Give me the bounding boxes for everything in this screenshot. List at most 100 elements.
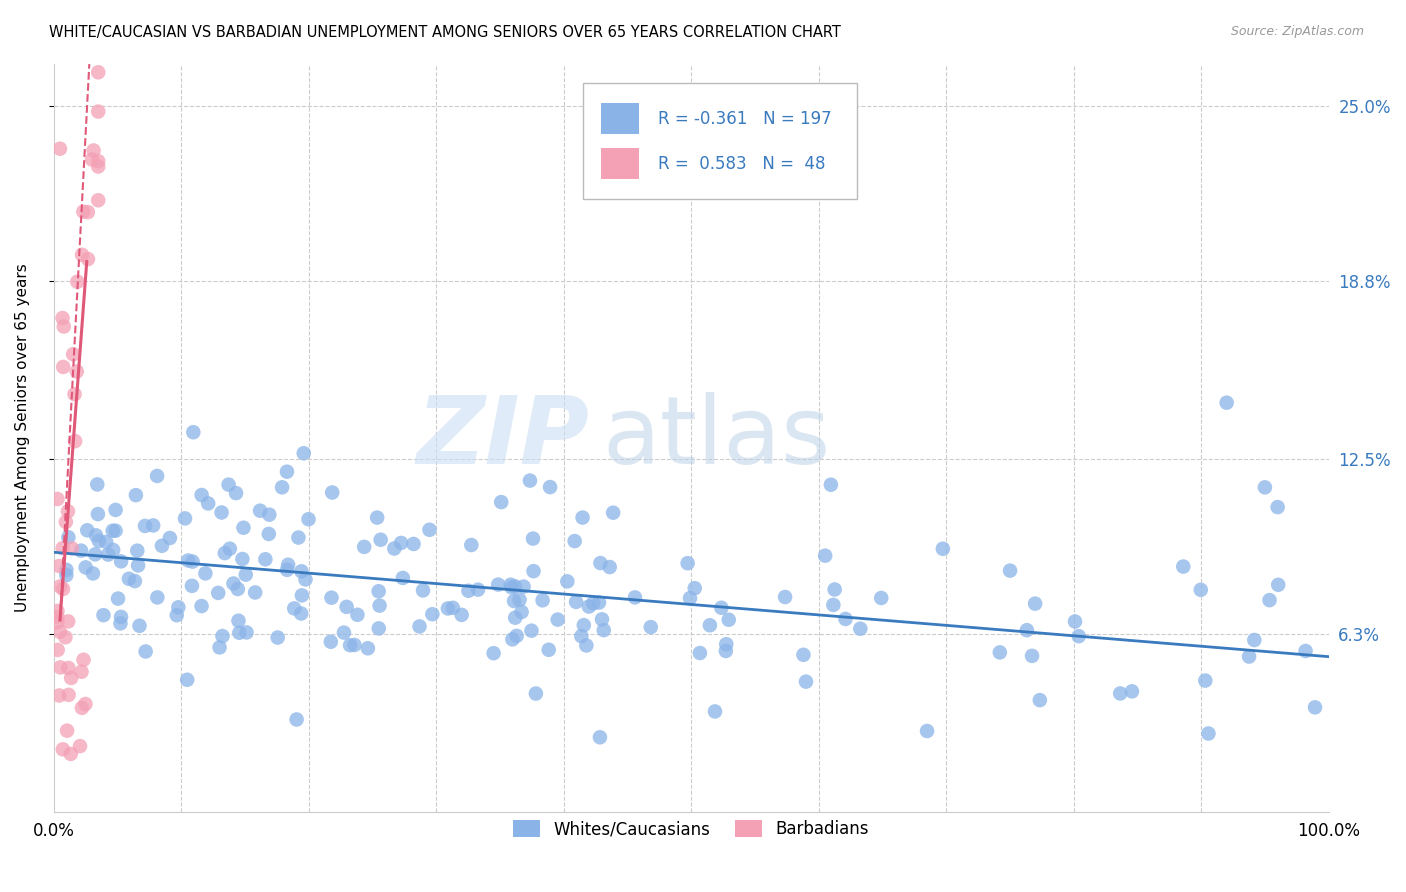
Point [336,599,359,614]
Point [62,347,84,361]
Point [489,495,512,509]
Point [84,547,107,561]
Point [52,541,75,556]
Y-axis label: Unemployment Among Seniors over 65 years: Unemployment Among Seniors over 65 years [15,264,30,612]
Point [1173,559,1195,574]
Point [110,610,132,624]
Point [689,646,711,660]
Point [339,638,361,652]
FancyBboxPatch shape [600,148,638,179]
Point [704,705,727,719]
Point [60,671,83,685]
Point [290,565,312,579]
Point [87,193,110,207]
Point [226,582,249,596]
Point [181,579,204,593]
Point [640,620,662,634]
Point [66,275,89,289]
Point [572,618,595,632]
Point [58,688,80,702]
Point [181,425,204,440]
Point [531,593,554,607]
Point [107,591,129,606]
Point [292,446,315,460]
Point [441,600,464,615]
Point [135,644,157,658]
Point [59,747,82,761]
Point [915,724,938,739]
Point [624,591,647,605]
Point [1189,582,1212,597]
Point [104,524,127,538]
Point [714,644,737,658]
Point [177,553,200,567]
Point [231,552,253,566]
Point [225,486,247,500]
Point [87,533,110,548]
Point [699,618,721,632]
Point [176,673,198,687]
Point [460,538,482,552]
Point [1121,684,1143,698]
Point [218,541,240,556]
Point [1021,648,1043,663]
Point [55,630,77,644]
Text: atlas: atlas [602,392,830,484]
Text: R = -0.361   N = 197: R = -0.361 N = 197 [658,110,831,128]
Point [591,612,613,626]
Point [56,504,79,518]
Point [63,434,86,449]
Point [367,584,389,599]
Point [159,531,181,545]
Point [97,548,120,562]
Point [1267,578,1289,592]
Point [512,580,534,594]
Point [86,477,108,491]
Point [294,573,316,587]
Point [932,541,955,556]
Point [277,558,299,572]
Point [228,625,250,640]
Point [1109,686,1132,700]
Point [1215,395,1237,409]
Point [208,640,231,655]
Point [824,582,846,597]
Point [366,510,388,524]
Point [207,586,229,600]
Point [418,523,440,537]
Point [565,595,588,609]
Point [486,577,509,591]
Point [522,532,544,546]
Point [499,577,522,591]
Point [101,543,124,558]
Point [589,556,612,570]
Point [69,739,91,753]
Point [482,646,505,660]
Point [392,571,415,585]
Point [52,319,75,334]
Point [408,619,430,633]
Point [46,604,69,618]
Point [218,477,240,491]
Point [773,590,796,604]
Text: Source: ZipAtlas.com: Source: ZipAtlas.com [1230,25,1364,38]
Point [353,540,375,554]
Point [412,583,434,598]
Point [77,252,100,266]
Point [589,731,612,745]
Point [503,594,526,608]
Point [76,524,98,538]
Point [51,311,73,326]
Point [249,504,271,518]
Point [519,474,541,488]
Point [146,469,169,483]
Point [321,591,343,605]
Point [582,596,605,610]
Point [93,608,115,623]
Point [235,625,257,640]
Point [63,387,86,401]
Point [49,624,72,639]
Point [259,508,281,522]
Point [1197,726,1219,740]
Point [1267,500,1289,515]
